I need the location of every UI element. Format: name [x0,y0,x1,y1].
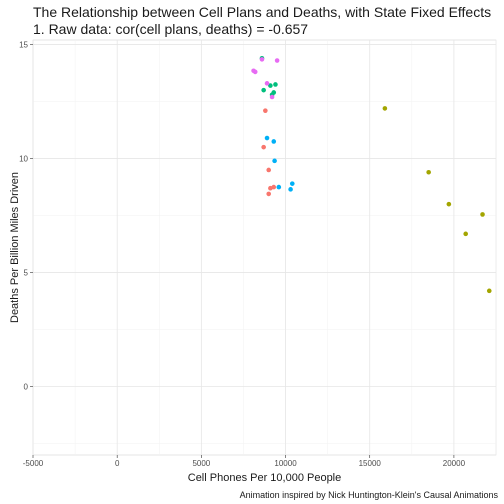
plot-panel [32,39,497,456]
y-tick-label: 10 [19,155,28,164]
data-point [273,82,278,87]
x-tick-label: -5000 [23,459,44,468]
data-point [266,167,272,173]
y-tick-label: 0 [24,383,29,392]
data-point [486,288,492,294]
x-axis-title: Cell Phones Per 10,000 People [188,472,342,484]
data-point [271,139,277,144]
data-point [266,191,272,197]
y-tick-label: 15 [19,41,28,50]
x-tick-label: 0 [115,459,120,468]
data-point [272,158,277,164]
data-point [276,184,282,190]
x-tick-label: 5000 [192,459,210,468]
data-point [289,181,295,186]
data-point [426,169,431,175]
y-tick-label: 5 [24,269,29,278]
data-point [269,94,275,100]
chart-subtitle: 1. Raw data: cor(cell plans, deaths) = -… [33,21,309,37]
chart-title: The Relationship between Cell Plans and … [33,4,492,20]
data-point [463,231,468,237]
data-point [274,58,280,63]
data-point [261,87,266,93]
x-tick-label: 20000 [443,459,466,468]
y-axis-ticks: 0 5 10 15 [19,41,33,392]
x-axis-ticks: -5000 0 5000 10000 15000 20000 [23,455,466,468]
caption: Animation inspired by Nick Huntington-Kl… [239,490,498,500]
grid-minor [33,40,497,455]
data-point [259,57,265,62]
x-tick-label: 15000 [359,459,382,468]
data-point [382,106,388,111]
grid-major [32,40,496,455]
data-point [263,108,268,113]
data-point [261,144,266,150]
x-tick-label: 10000 [274,459,297,468]
data-point [480,212,485,217]
data-point [264,135,270,141]
data-point [264,81,270,86]
y-axis-title: Deaths Per Billion Miles Driven [9,172,21,323]
data-point [252,69,258,75]
data-point [271,184,277,190]
data-point [446,201,452,207]
data-points [251,55,492,294]
data-point [288,187,293,192]
data-point [271,90,277,95]
data-point [268,83,273,88]
